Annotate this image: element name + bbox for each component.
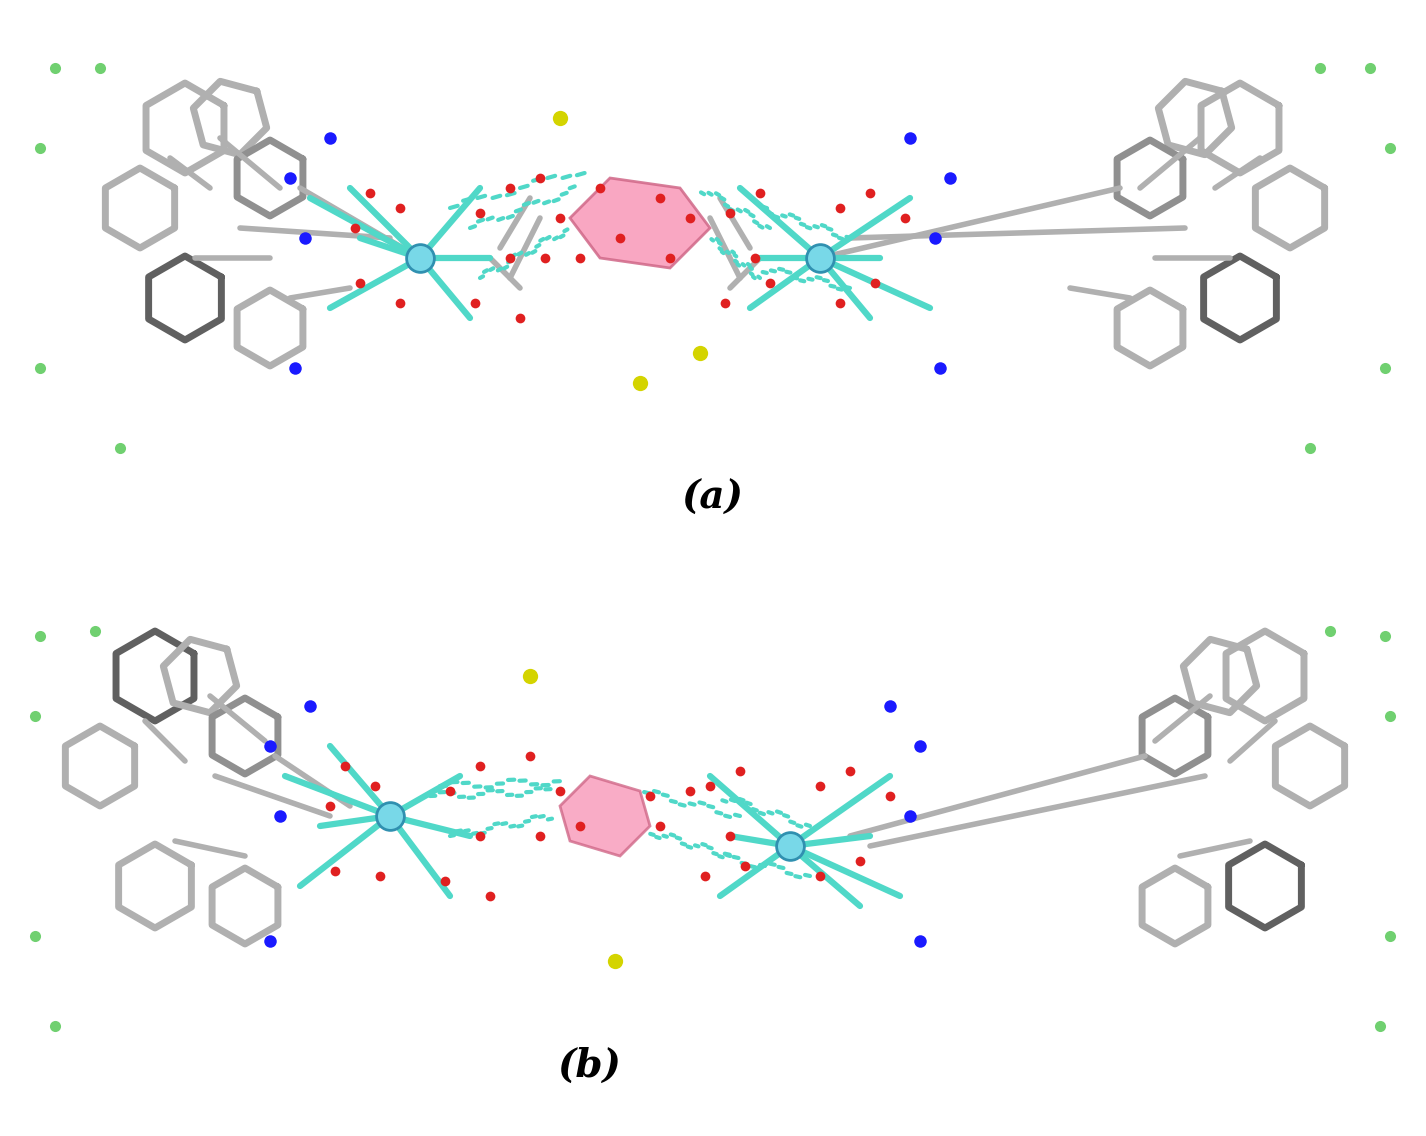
Polygon shape: [570, 178, 710, 268]
Polygon shape: [560, 776, 650, 857]
Text: (b): (b): [558, 1047, 622, 1085]
Text: (a): (a): [682, 479, 744, 517]
